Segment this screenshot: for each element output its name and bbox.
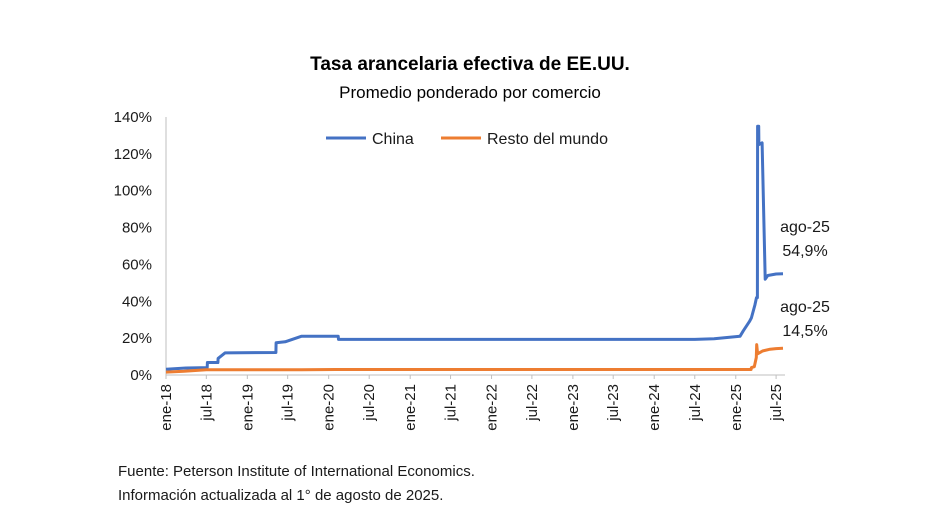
y-tick-label: 40%	[122, 293, 152, 310]
y-tick-label: 140%	[114, 109, 152, 126]
annotation-resto-value: 14,5%	[782, 323, 827, 340]
source-note: Fuente: Peterson Institute of Internatio…	[118, 463, 475, 480]
x-tick-label: ene-21	[402, 384, 419, 431]
legend-label-china: China	[372, 131, 414, 148]
annotation-china-date: ago-25	[780, 219, 830, 236]
x-tick-label: jul-18	[198, 384, 215, 422]
series-layer	[165, 124, 784, 374]
annotation-china-value: 54,9%	[782, 243, 827, 260]
x-tick-label: jul-25	[768, 384, 785, 422]
y-axis-ticks: 0% 20% 40% 60% 80% 100% 120% 140%	[114, 109, 152, 384]
x-tick-label: jul-20	[361, 384, 378, 422]
legend-label-resto: Resto del mundo	[487, 131, 608, 148]
chart-title: Tasa arancelaria efectiva de EE.UU.	[310, 54, 630, 75]
y-tick-label: 100%	[114, 183, 152, 200]
x-tick-label: jul-22	[524, 384, 541, 422]
x-tick-label: ene-18	[158, 384, 175, 431]
y-tick-label: 60%	[122, 256, 152, 273]
x-tick-label: ene-25	[728, 384, 745, 431]
x-tick-label: ene-24	[646, 384, 663, 431]
y-tick-label: 80%	[122, 220, 152, 237]
x-tick-label: ene-22	[484, 384, 501, 431]
x-tick-label: ene-20	[321, 384, 338, 431]
x-tick-label: jul-23	[605, 384, 622, 422]
x-tick-label: jul-19	[280, 384, 297, 422]
y-tick-label: 20%	[122, 330, 152, 347]
series-line-china	[165, 124, 784, 371]
annotation-resto-date: ago-25	[780, 299, 830, 316]
chart-subtitle: Promedio ponderado por comercio	[339, 83, 601, 102]
annotation-china: ago-25 54,9%	[780, 219, 830, 260]
y-tick-label: 120%	[114, 146, 152, 163]
y-tick-label: 0%	[130, 367, 152, 384]
x-tick-label: jul-21	[443, 384, 460, 422]
x-tick-label: ene-19	[239, 384, 256, 431]
x-tick-label: jul-24	[687, 384, 704, 422]
annotation-resto: ago-25 14,5%	[780, 299, 830, 340]
update-note: Información actualizada al 1° de agosto …	[118, 487, 444, 504]
x-tick-label: ene-23	[565, 384, 582, 431]
x-axis-ticks: ene-18 jul-18 ene-19 jul-19 ene-20 jul-20 ene-…	[158, 375, 785, 431]
legend: China Resto del mundo	[326, 131, 608, 148]
series-line-resto-del-mundo	[165, 343, 784, 374]
